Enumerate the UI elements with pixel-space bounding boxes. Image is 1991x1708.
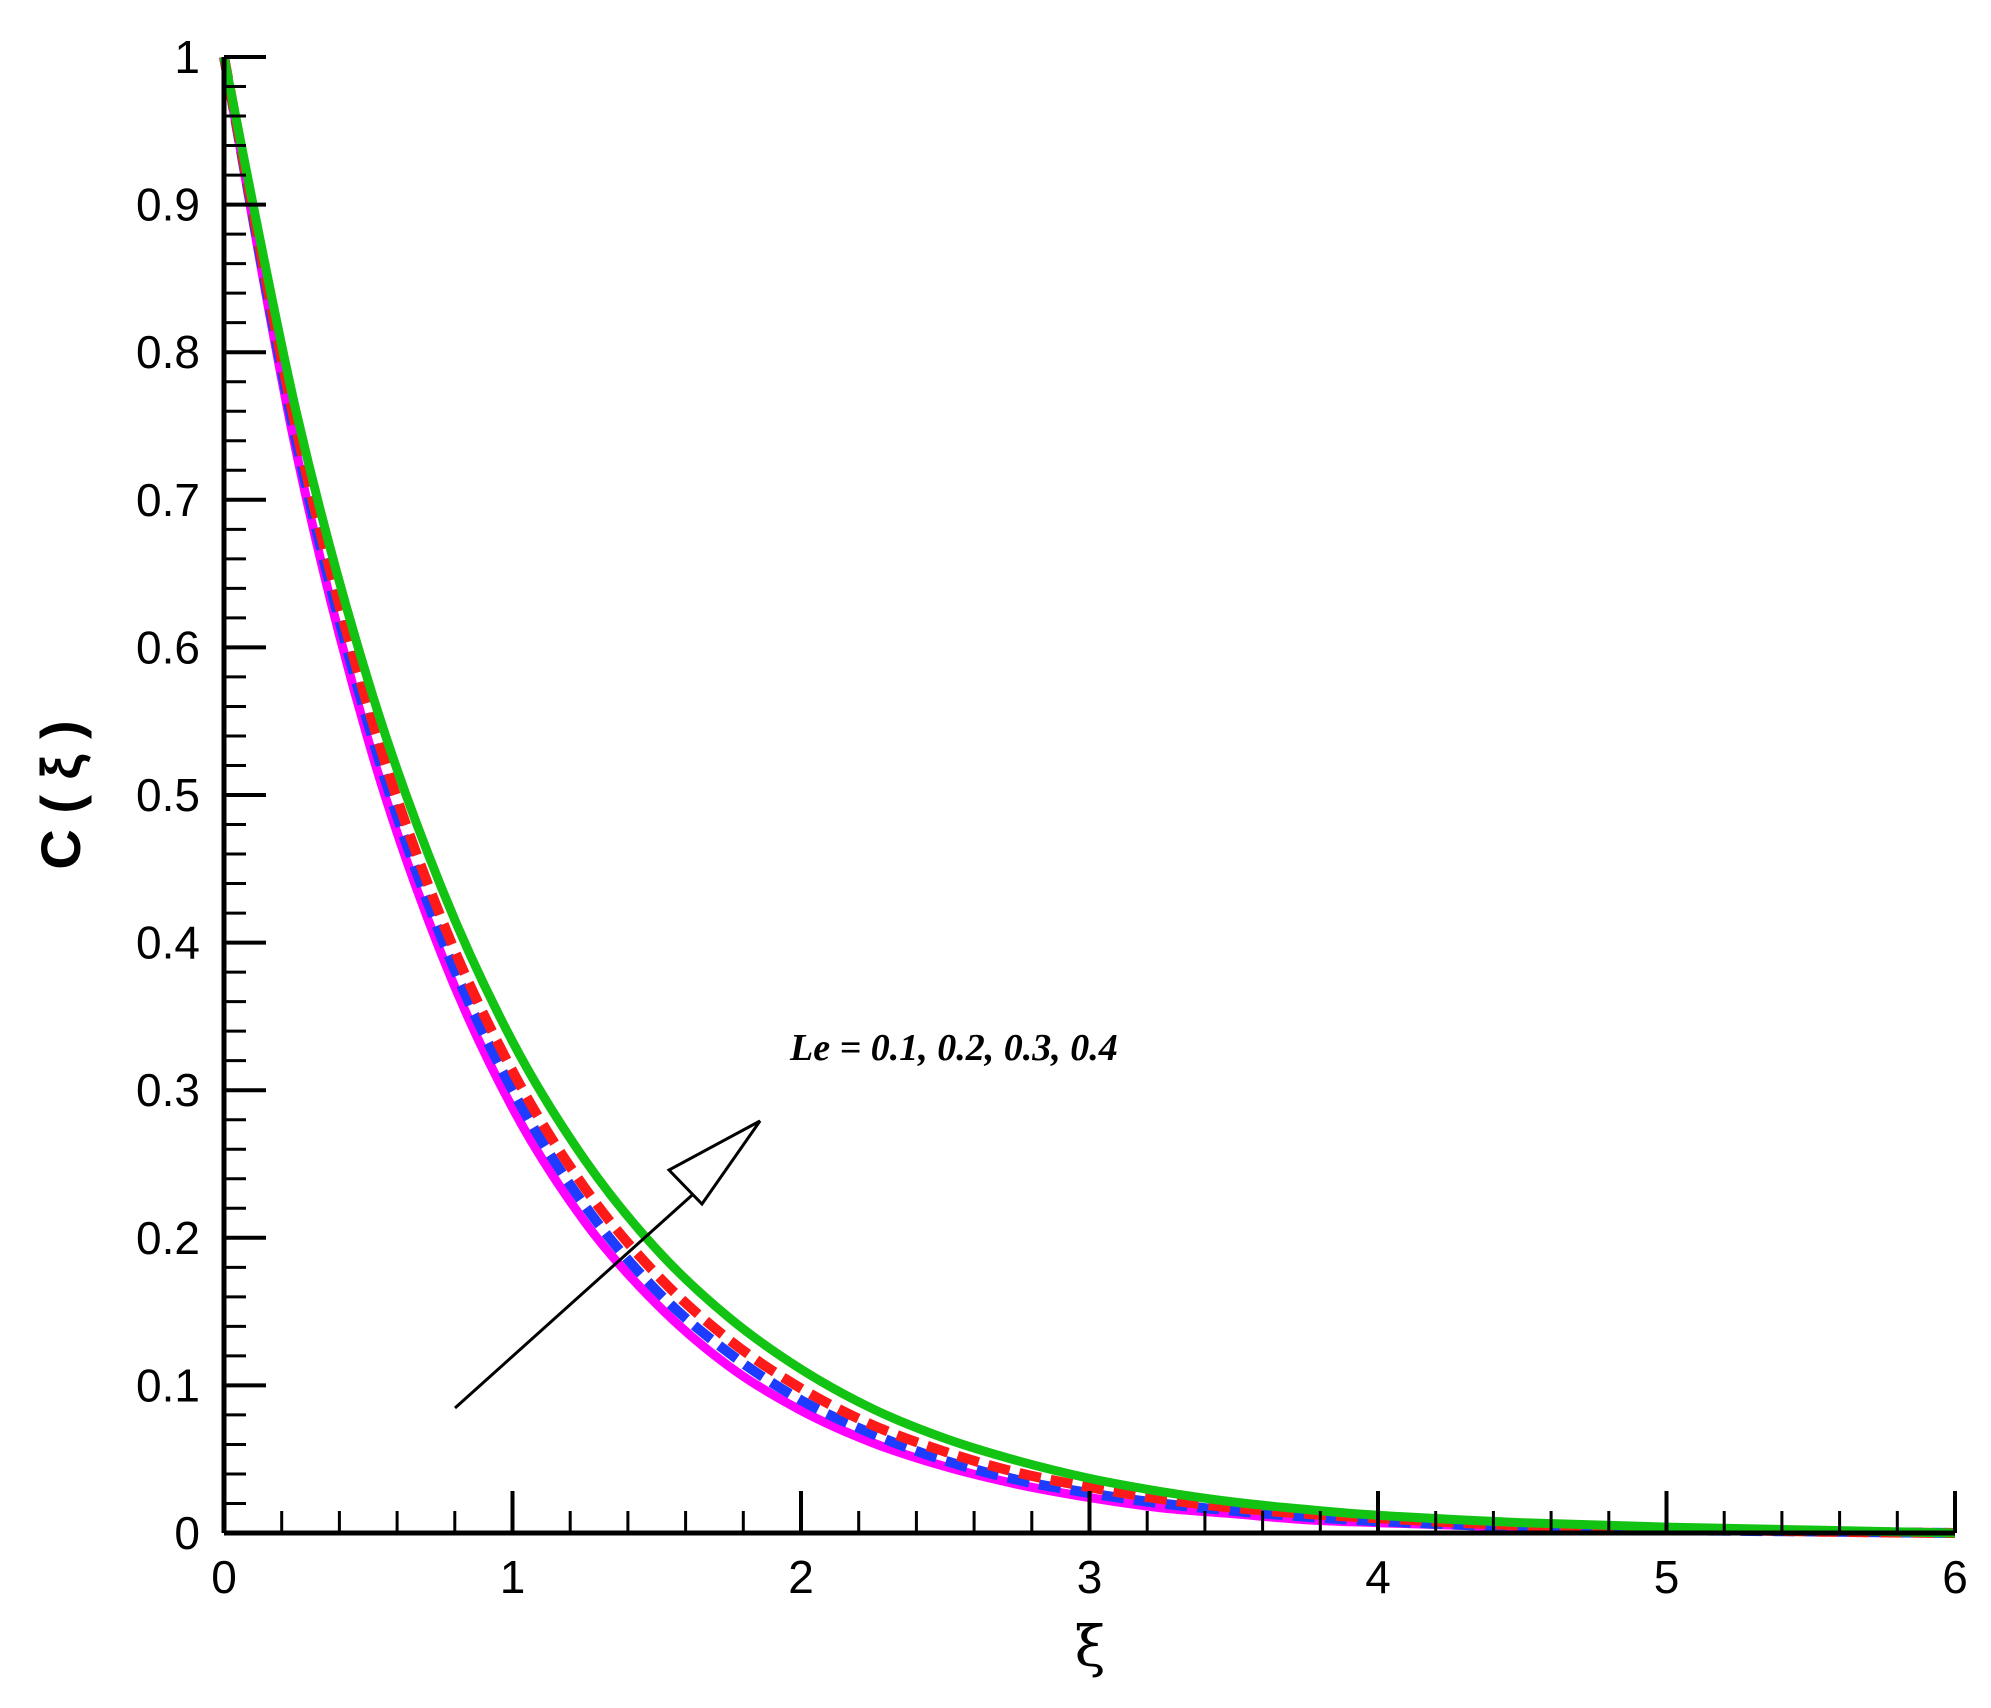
y-tick-label: 0.9 bbox=[136, 179, 200, 231]
x-tick-label: 1 bbox=[500, 1551, 526, 1603]
y-tick-label: 0.6 bbox=[136, 621, 200, 673]
x-tick-label: 4 bbox=[1365, 1551, 1391, 1603]
y-tick-label: 0.2 bbox=[136, 1212, 200, 1264]
series-line-2 bbox=[219, 56, 1956, 1538]
series-line-3 bbox=[219, 56, 1956, 1538]
arrow-shaft bbox=[453, 1186, 702, 1410]
curves-group bbox=[219, 56, 1956, 1538]
series-line-1 bbox=[219, 56, 1956, 1538]
axes-group: 0 0.1 0.2 0.3 0.4 0.5 0.6 0.7 0.8 0.9 1 0 1 2 3 4 5 6 bbox=[136, 31, 1968, 1603]
x-tick-label: 0 bbox=[211, 1551, 237, 1603]
x-tick-label: 5 bbox=[1654, 1551, 1680, 1603]
y-tick-label: 0.1 bbox=[136, 1359, 200, 1411]
y-tick-label: 0.7 bbox=[136, 474, 200, 526]
x-tick-label: 6 bbox=[1942, 1551, 1968, 1603]
y-tick-label: 0 bbox=[174, 1507, 200, 1559]
annotation-label: Le = 0.1, 0.2, 0.3, 0.4 bbox=[789, 1027, 1118, 1069]
arrow-head bbox=[666, 1119, 762, 1207]
annotation-arrow bbox=[453, 1119, 762, 1410]
y-tick-label: 0.3 bbox=[136, 1064, 200, 1116]
series-line-4 bbox=[219, 56, 1956, 1538]
x-tick-label: 2 bbox=[788, 1551, 814, 1603]
y-axis-title: C ( ξ ) bbox=[29, 720, 92, 869]
y-tick-label: 0.5 bbox=[136, 769, 200, 821]
y-tick-label: 0.4 bbox=[136, 917, 200, 969]
y-tick-label: 1 bbox=[174, 31, 200, 83]
x-tick-label: 3 bbox=[1077, 1551, 1103, 1603]
x-axis-title: ξ bbox=[1075, 1615, 1106, 1680]
y-tick-label: 0.8 bbox=[136, 326, 200, 378]
